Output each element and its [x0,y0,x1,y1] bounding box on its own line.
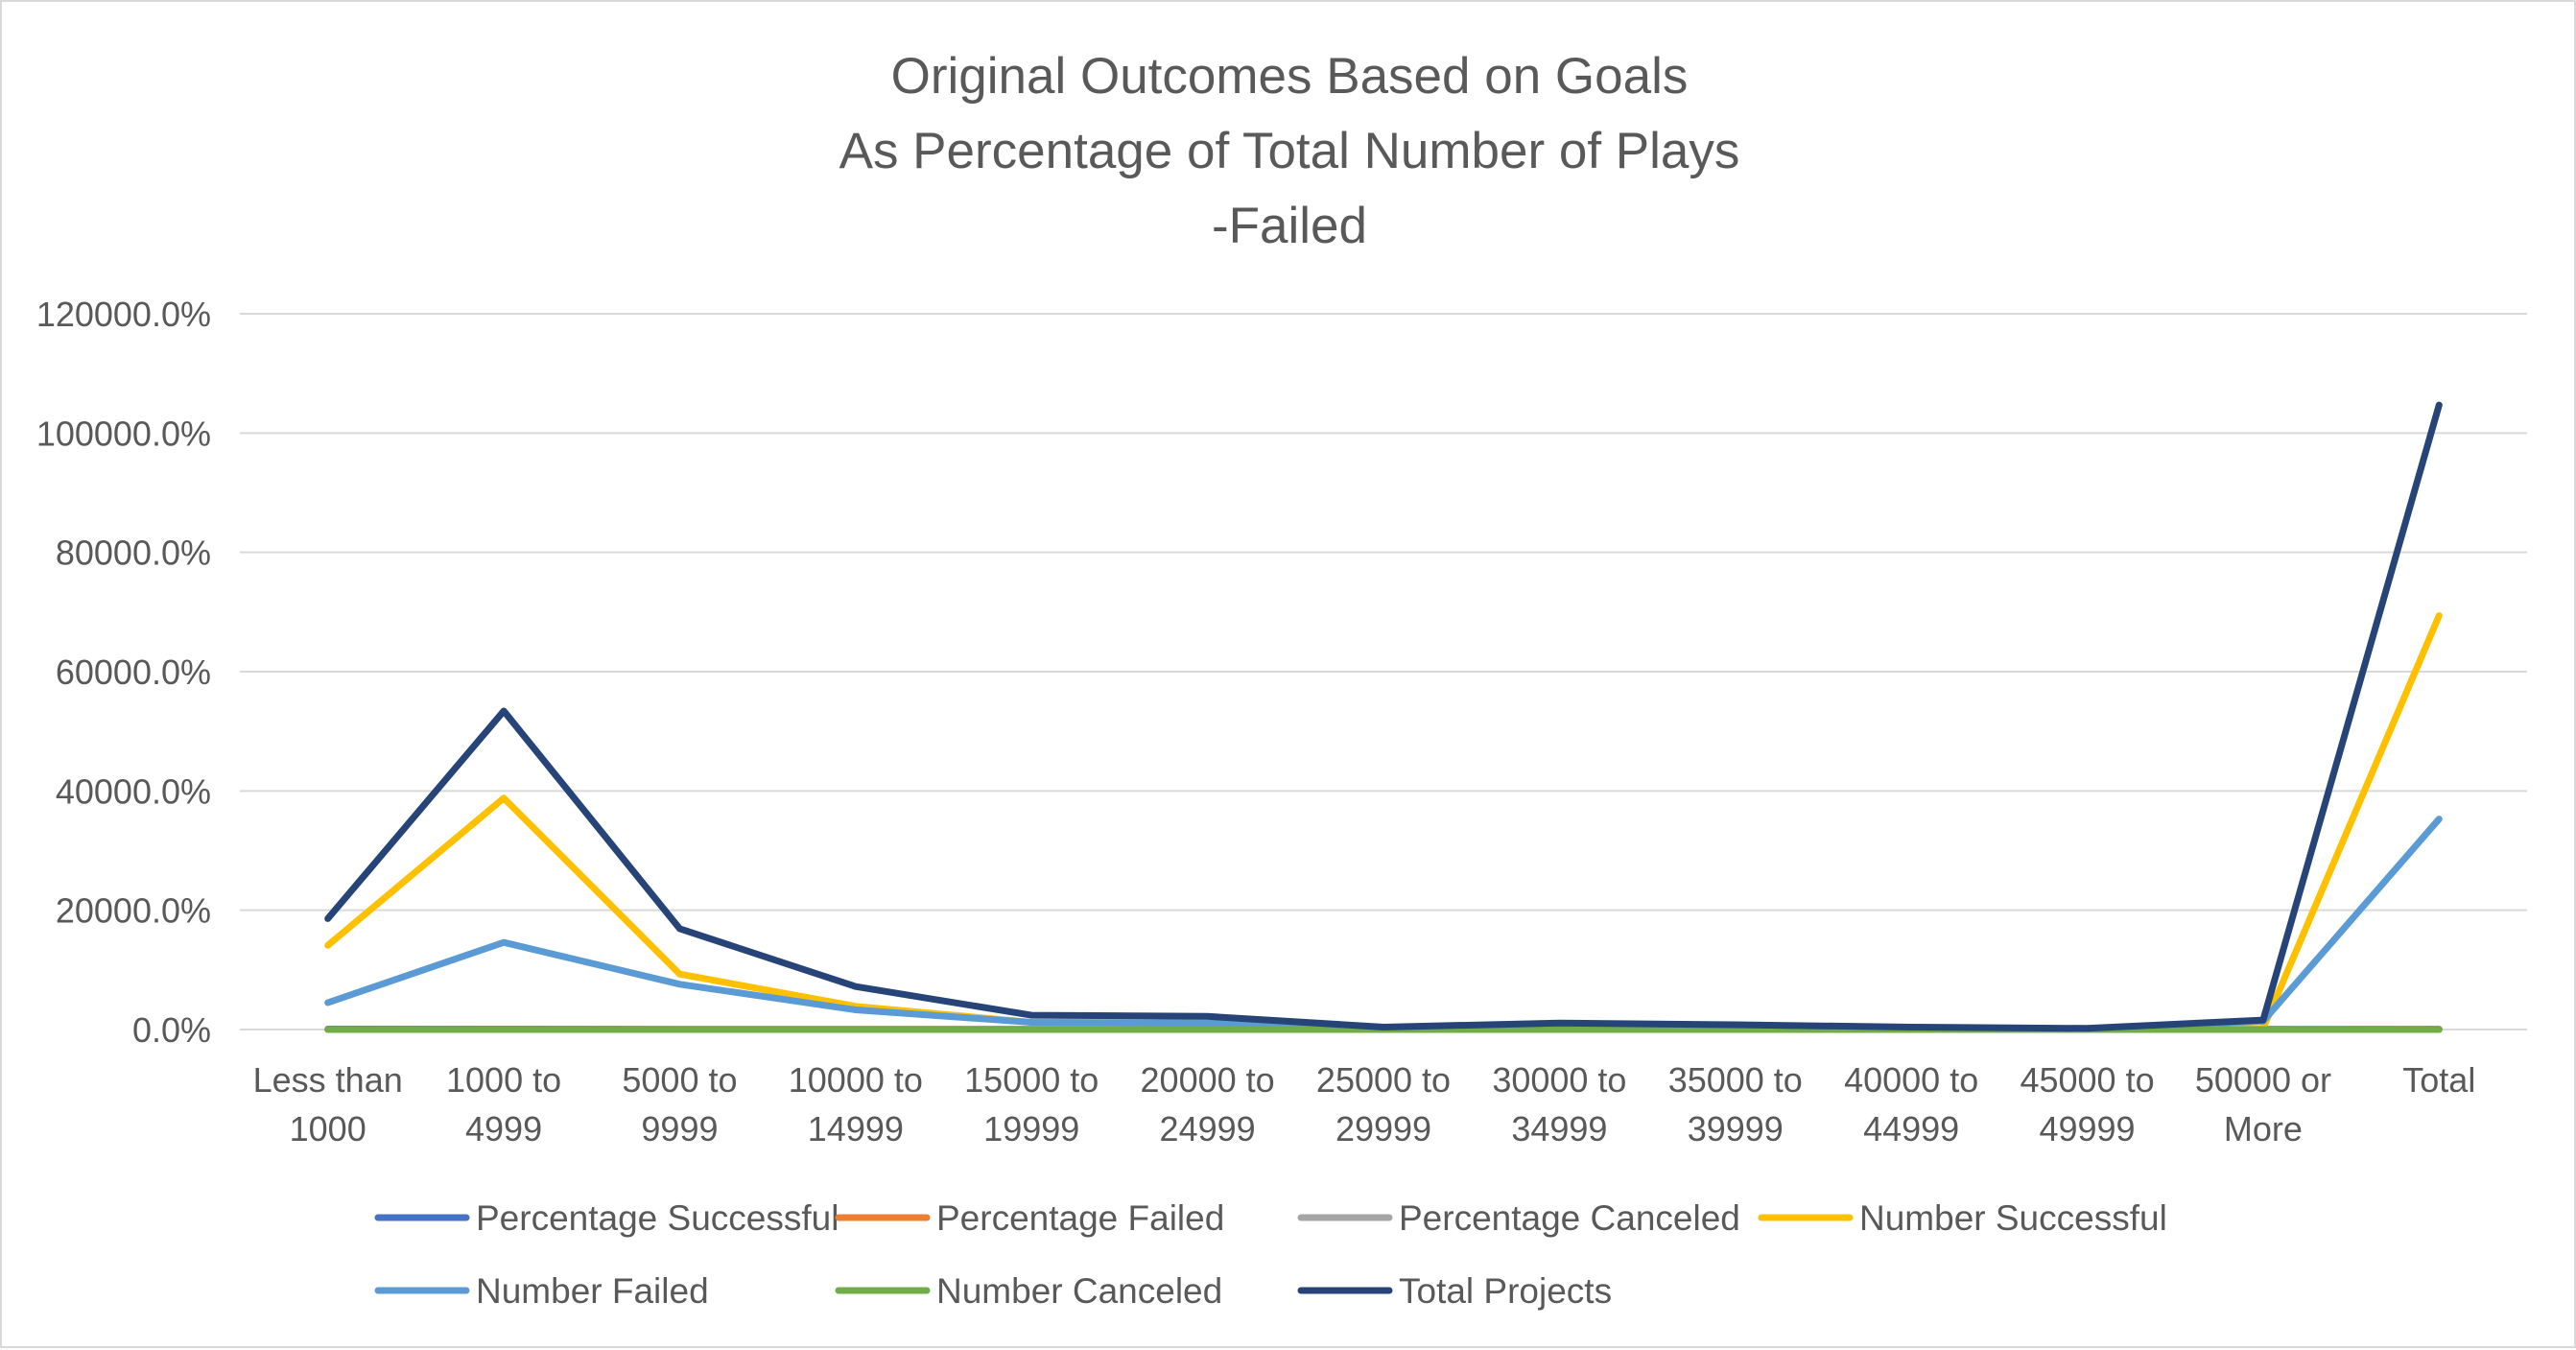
y-axis-tick-labels: 0.0% 20000.0% 40000.0% 60000.0% 80000.0% 1000… [36,295,211,1050]
x-tick-label: 1000 [290,1109,366,1149]
legend-label-number-canceled: Number Canceled [936,1271,1222,1311]
x-tick-label: 50000 or [2195,1060,2331,1100]
x-tick-label: 29999 [1335,1109,1431,1149]
gridlines [240,313,2527,1030]
x-tick-label: 34999 [1511,1109,1607,1149]
series-line-total-projects [324,401,2443,1032]
x-tick-label: 4999 [465,1109,542,1149]
x-tick-label: 1000 to [446,1060,561,1100]
x-tick-label: 39999 [1688,1109,1784,1149]
y-tick-label: 60000.0% [56,652,211,692]
legend-label-number-failed: Number Failed [476,1271,709,1311]
x-tick-label: 45000 to [2020,1060,2154,1100]
chart-title: Original Outcomes Based on Goals As Perc… [839,48,1740,254]
x-tick-label: 20000 to [1141,1060,1275,1100]
y-tick-label: 0.0% [132,1010,211,1050]
x-tick-label: 49999 [2039,1109,2135,1149]
legend-label-total-projects: Total Projects [1399,1271,1612,1311]
legend-label-percentage-failed: Percentage Failed [936,1198,1224,1238]
x-tick-label: 9999 [641,1109,718,1149]
x-tick-label: 40000 to [1844,1060,1978,1100]
x-tick-label: 14999 [808,1109,904,1149]
chart-title-line-2: As Percentage of Total Number of Plays [839,123,1740,179]
series-lines [324,401,2443,1033]
x-tick-label: Total [2402,1060,2475,1100]
x-tick-label: 24999 [1160,1109,1256,1149]
y-tick-label: 120000.0% [36,295,211,334]
x-tick-label: 19999 [983,1109,1079,1149]
chart-title-line-3: -Failed [1212,198,1367,254]
legend: Percentage Successful Percentage Failed Pe… [374,1198,2167,1311]
x-tick-label: 10000 to [789,1060,923,1100]
y-tick-label: 100000.0% [36,414,211,453]
x-tick-label: 44999 [1863,1109,1959,1149]
x-tick-label: More [2224,1109,2303,1149]
x-tick-label: 15000 to [964,1060,1099,1100]
x-tick-label: 30000 to [1492,1060,1626,1100]
series-line-number-failed [324,816,2443,1033]
x-tick-label: Less than [253,1060,403,1100]
series-line-number-successful [324,612,2443,1032]
x-tick-label: 25000 to [1316,1060,1451,1100]
x-tick-label: 5000 to [622,1060,737,1100]
legend-label-percentage-canceled: Percentage Canceled [1399,1198,1740,1238]
x-axis-tick-labels: Less than 1000 1000 to 4999 5000 to 9999 10000… [253,1060,2476,1149]
y-tick-label: 80000.0% [56,533,211,573]
y-tick-label: 20000.0% [56,891,211,931]
x-tick-label: 35000 to [1668,1060,1803,1100]
legend-label-number-successful: Number Successful [1859,1198,2167,1238]
y-tick-label: 40000.0% [56,771,211,811]
chart-title-line-1: Original Outcomes Based on Goals [891,48,1689,105]
legend-label-percentage-successful: Percentage Successful [476,1198,839,1238]
